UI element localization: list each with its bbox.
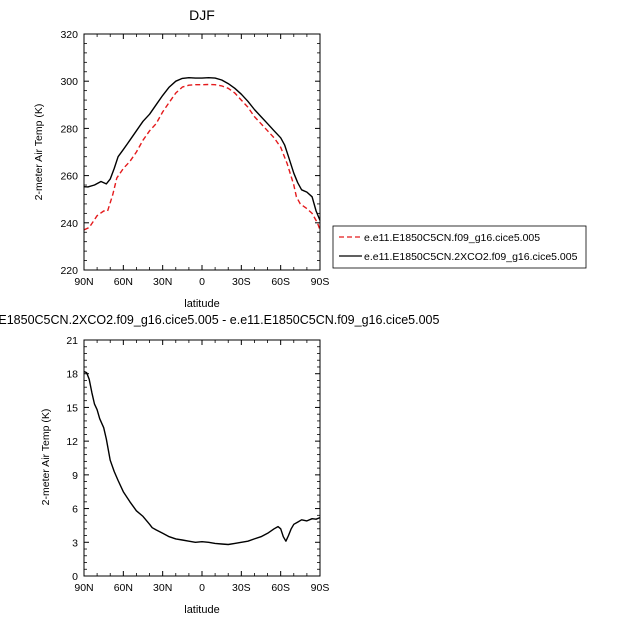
bottom-chart-x-tick-label: 0 (199, 582, 205, 594)
bottom-chart-x-tick-label: 30N (153, 582, 172, 594)
bottom-chart-y-tick-label: 0 (72, 571, 78, 583)
top-chart-x-tick-label: 60N (114, 276, 133, 288)
bottom-chart-y-tick-label: 18 (66, 369, 78, 381)
top-chart-series-line-0 (83, 83, 321, 231)
top-chart-title: DJF (189, 7, 215, 23)
legend-box (332, 225, 587, 269)
top-chart-y-tick-label: 300 (60, 76, 78, 88)
top-chart-x-tick-label: 0 (199, 276, 205, 288)
bottom-chart-x-tick-label: 60N (114, 582, 133, 594)
top-chart-y-tick-label: 280 (60, 123, 78, 135)
top-chart-x-tick-label: 60S (271, 276, 290, 288)
legend-entry-control: e.e11.E1850C5CN.f09_g16.cice5.005 (364, 232, 540, 244)
top-chart-y-tick-label: 260 (60, 171, 78, 183)
bottom-chart-y-tick-label: 6 (72, 504, 78, 516)
bottom-chart-plot-frame (83, 339, 321, 577)
bottom-chart-y-axis-label: 2-meter Air Temp (K) (40, 409, 52, 506)
top-chart-y-tick-label: 320 (60, 29, 78, 41)
top-chart-x-axis-label: latitude (184, 298, 219, 310)
legend-entry-2xco2: e.e11.E1850C5CN.2XCO2.f09_g16.cice5.005 (364, 251, 578, 263)
bottom-chart-y-tick-label: 15 (66, 402, 78, 414)
top-chart-plot-frame (83, 33, 321, 271)
top-chart-series-line-1 (83, 76, 321, 221)
top-chart-y-tick-label: 240 (60, 218, 78, 230)
top-chart-legend: e.e11.E1850C5CN.f09_g16.cice5.005 e.e11.… (332, 225, 587, 269)
top-chart-y-tick-label: 220 (60, 265, 78, 277)
bottom-chart-y-tick-label: 9 (72, 470, 78, 482)
bottom-chart-x-tick-label: 90S (311, 582, 330, 594)
bottom-chart-title: e.e11.E1850C5CN.2XCO2.f09_g16.cice5.005 … (0, 313, 439, 327)
bottom-chart-x-tick-label: 30S (232, 582, 251, 594)
bottom-chart-y-tick-label: 21 (66, 335, 78, 347)
bottom-chart-x-tick-label: 90N (74, 582, 93, 594)
top-line-chart: DJF 2-meter Air Temp (K) latitude 90N 60N… (33, 7, 587, 310)
top-chart-x-tick-label: 90N (74, 276, 93, 288)
top-chart-x-tick-label: 30S (232, 276, 251, 288)
bottom-line-chart: e.e11.E1850C5CN.2XCO2.f09_g16.cice5.005 … (0, 313, 439, 616)
bottom-chart-series-line-0 (83, 370, 321, 546)
bottom-chart-y-tick-label: 3 (72, 537, 78, 549)
bottom-chart-x-axis-label: latitude (184, 604, 219, 616)
top-chart-y-axis-label: 2-meter Air Temp (K) (33, 104, 45, 201)
bottom-chart-x-tick-label: 60S (271, 582, 290, 594)
top-chart-x-tick-label: 30N (153, 276, 172, 288)
bottom-chart-y-tick-label: 12 (66, 436, 78, 448)
top-chart-x-tick-label: 90S (311, 276, 330, 288)
